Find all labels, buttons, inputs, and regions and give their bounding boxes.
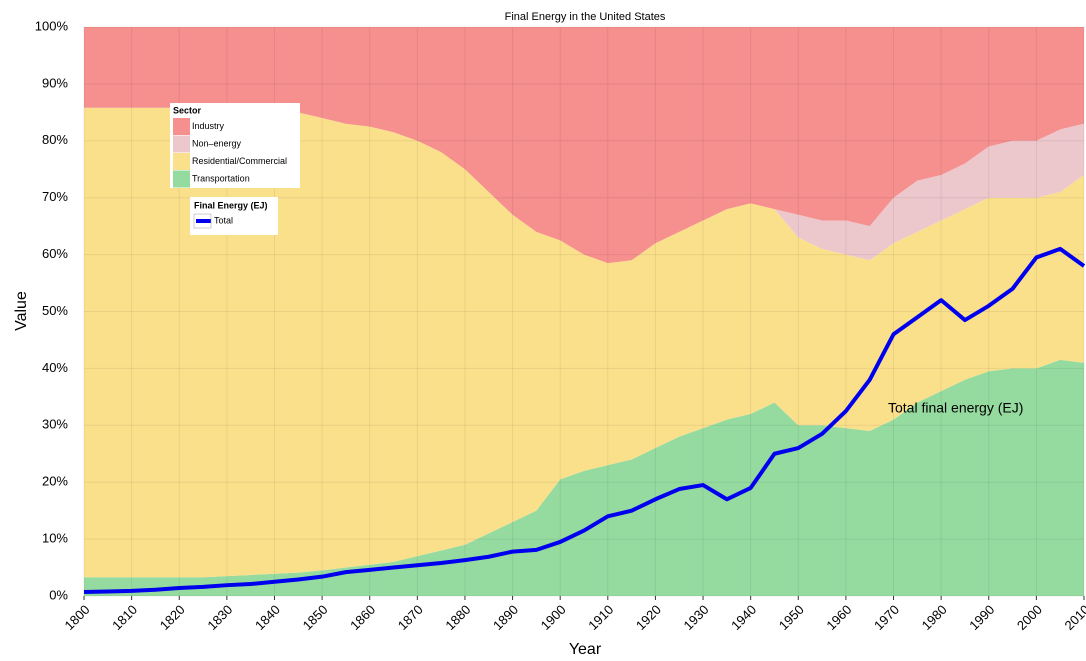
y-tick-label: 70%: [42, 189, 68, 204]
legend-title: Sector: [173, 105, 202, 115]
x-tick-label: 1870: [395, 602, 426, 633]
chart-title: Final Energy in the United States: [505, 11, 666, 23]
x-tick-label: 1840: [252, 602, 283, 633]
legend-label: Non–energy: [192, 138, 242, 148]
x-tick-label: 1940: [728, 602, 759, 633]
y-tick-label: 20%: [42, 474, 68, 489]
x-tick-label: 1810: [109, 602, 140, 633]
x-tick-label: 1800: [61, 602, 92, 633]
legend-label: Industry: [192, 121, 225, 131]
area: [84, 107, 1084, 264]
area: [84, 107, 1084, 578]
y-axis-label: Value: [13, 291, 30, 331]
annotation: Total final energy (EJ): [888, 400, 1023, 416]
y-tick-label: 10%: [42, 531, 68, 546]
y-tick-label: 80%: [42, 132, 68, 147]
y-tick-label: 50%: [42, 303, 68, 318]
legend-swatch: [173, 153, 190, 170]
x-tick-label: 1920: [633, 602, 664, 633]
x-tick-label: 1860: [347, 602, 378, 633]
x-tick-label: 1950: [776, 602, 807, 633]
x-tick-label: 1900: [538, 602, 569, 633]
x-tick-label: 1910: [585, 602, 616, 633]
legend-swatch: [173, 118, 190, 135]
legend: Final Energy (EJ) Total: [190, 197, 278, 235]
area: [84, 359, 1084, 596]
legend-swatch-frame: [193, 213, 212, 229]
legend-label: Residential/Commercial: [192, 156, 287, 166]
x-tick-label: 2010: [1061, 602, 1086, 633]
x-tick-label: 1850: [300, 602, 331, 633]
x-tick-label: 1880: [442, 602, 473, 633]
x-axis-label: Year: [569, 641, 602, 658]
legend-box: [190, 197, 278, 235]
legend-label: Transportation: [192, 173, 250, 183]
x-tick-label: 1890: [490, 602, 521, 633]
total-line: [83, 246, 1086, 595]
y-tick-label: 60%: [42, 246, 68, 261]
y-tick-label: 100%: [35, 18, 69, 33]
x-tick-label: 1830: [204, 602, 235, 633]
x-tick-label: 1990: [966, 602, 997, 633]
y-tick-label: 40%: [42, 360, 68, 375]
x-tick-label: 1930: [681, 602, 712, 633]
x-tick-label: 1960: [823, 602, 854, 633]
y-tick-label: 90%: [42, 75, 68, 90]
y-tick-label: 0%: [49, 587, 68, 602]
legend-title: Final Energy (EJ): [194, 200, 268, 210]
x-tick-label: 1970: [871, 602, 902, 633]
legend-box: [170, 103, 300, 188]
y-tick-label: 30%: [42, 417, 68, 432]
legend: Sector Industry Non–energy Residential/Comm…: [170, 103, 300, 188]
x-tick-label: 1980: [919, 602, 950, 633]
x-tick-label: 1820: [157, 602, 188, 633]
legend-label: Total: [214, 215, 233, 225]
area: [84, 27, 1084, 264]
x-tick-label: 2000: [1014, 602, 1045, 633]
legend-swatch: [173, 170, 190, 188]
legend-swatch: [173, 135, 190, 153]
